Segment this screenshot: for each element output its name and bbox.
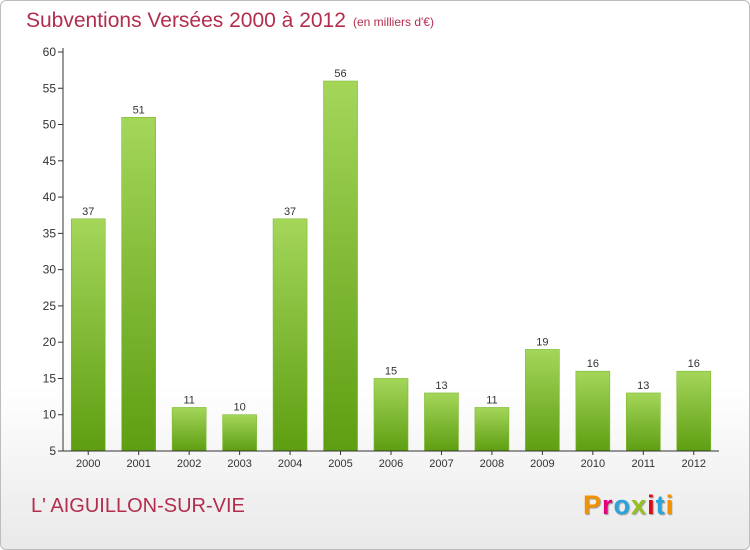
- y-tick-label-10: 10: [43, 408, 57, 422]
- value-label-2003: 10: [233, 402, 245, 414]
- x-tick-label-2001: 2001: [126, 458, 150, 470]
- y-tick-label-25: 25: [43, 299, 57, 313]
- bar-2002[interactable]: [171, 407, 207, 452]
- x-tick-label-2004: 2004: [278, 458, 302, 470]
- value-label-2012: 16: [688, 358, 700, 370]
- y-tick-label-30: 30: [43, 263, 57, 277]
- x-tick-label-2011: 2011: [631, 458, 655, 470]
- x-tick-label-2006: 2006: [379, 458, 403, 470]
- logo-letter: i: [665, 490, 675, 520]
- x-tick-label-2010: 2010: [581, 458, 605, 470]
- y-tick-label-60: 60: [43, 45, 57, 59]
- value-label-2001: 51: [133, 104, 145, 116]
- bar-2001[interactable]: [121, 116, 156, 452]
- logo-letter: i: [647, 490, 656, 520]
- x-tick-label-2012: 2012: [682, 458, 706, 470]
- logo-letter: o: [613, 490, 632, 520]
- bar-2011[interactable]: [626, 392, 661, 452]
- y-tick-label-35: 35: [43, 226, 57, 240]
- bar-2012[interactable]: [676, 370, 712, 452]
- y-tick-label-55: 55: [43, 81, 57, 95]
- bar-2007[interactable]: [424, 392, 459, 452]
- value-label-2009: 19: [536, 336, 548, 348]
- chart-title: Subventions Versées 2000 à 2012: [26, 9, 346, 32]
- value-label-2010: 16: [587, 358, 599, 370]
- y-tick-label-45: 45: [43, 154, 57, 168]
- commune-name: L' AIGUILLON-SUR-VIE: [31, 495, 245, 517]
- value-label-2006: 15: [385, 365, 397, 377]
- axis-layer: 2000 2001 2002 2003 2004 2005 2006 2007 2008 2009…: [43, 45, 719, 470]
- x-tick-label-2005: 2005: [328, 458, 352, 470]
- x-tick-label-2009: 2009: [530, 458, 554, 470]
- x-tick-label-2008: 2008: [480, 458, 504, 470]
- proxiti-logo[interactable]: Proxiti: [583, 490, 674, 521]
- x-tick-label-2007: 2007: [429, 458, 453, 470]
- y-tick-label-50: 50: [43, 118, 57, 132]
- y-tick-label-5: 5: [49, 444, 56, 458]
- x-tick-label-2002: 2002: [177, 458, 201, 470]
- value-label-2008: 11: [486, 394, 497, 406]
- value-label-2002: 11: [183, 394, 194, 406]
- bar-2009[interactable]: [525, 349, 560, 452]
- x-tick-label-2000: 2000: [76, 458, 100, 470]
- chart-unit-subtitle: (en milliers d'€): [353, 15, 434, 29]
- logo-letter: P: [583, 490, 603, 520]
- value-label-2007: 13: [435, 380, 447, 392]
- bar-2004[interactable]: [272, 218, 308, 452]
- bar-2005[interactable]: [323, 80, 358, 452]
- bar-2003[interactable]: [222, 414, 257, 452]
- bar-2008[interactable]: [474, 407, 510, 452]
- value-label-2004: 37: [284, 206, 296, 218]
- bar-2000[interactable]: [70, 218, 106, 452]
- y-tick-label-20: 20: [43, 335, 57, 349]
- y-tick-label-15: 15: [43, 371, 57, 385]
- value-label-2011: 13: [637, 380, 649, 392]
- logo-letter: x: [631, 490, 648, 520]
- bar-layer: 37 51 11 10 37 56 15 13 11 19 16 13 16: [70, 68, 712, 452]
- value-label-2005: 56: [334, 68, 346, 80]
- logo-letter: t: [655, 490, 666, 520]
- value-label-2000: 37: [82, 206, 94, 218]
- bar-2006[interactable]: [373, 378, 409, 452]
- bar-2010[interactable]: [575, 370, 611, 452]
- logo-letter: r: [602, 490, 614, 520]
- y-tick-label-40: 40: [43, 190, 57, 204]
- x-tick-label-2003: 2003: [227, 458, 251, 470]
